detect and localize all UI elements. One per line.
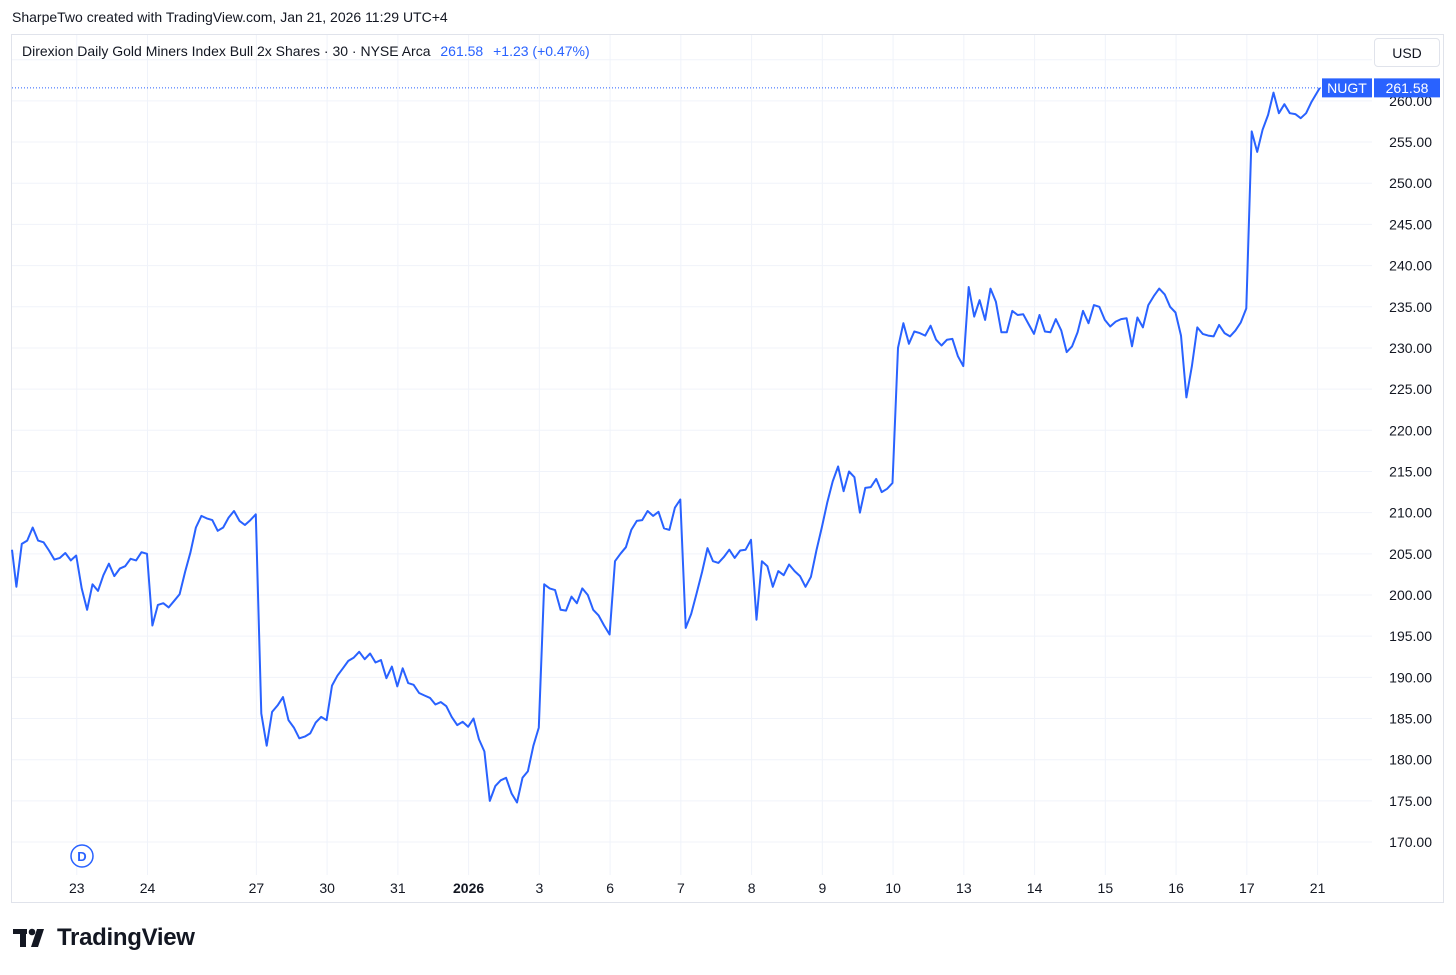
price-series-line — [11, 87, 1321, 804]
legend-symbol: Direxion Daily Gold Miners Index Bull 2x… — [22, 43, 431, 59]
x-tick-label: 23 — [69, 880, 85, 896]
y-tick-label: 235.00 — [1389, 299, 1432, 315]
x-tick-label: 21 — [1310, 880, 1326, 896]
currency-button[interactable]: USD — [1374, 38, 1440, 67]
x-tick-label: 16 — [1168, 880, 1184, 896]
x-tick-label: 17 — [1239, 880, 1255, 896]
tradingview-logo-text: TradingView — [57, 924, 195, 951]
y-tick-label: 225.00 — [1389, 381, 1432, 397]
x-tick-label: 9 — [818, 880, 826, 896]
badge-price: 261.58 — [1386, 80, 1429, 96]
chart-frame — [11, 34, 1444, 903]
badge-ticker: NUGT — [1327, 80, 1367, 96]
y-tick-label: 240.00 — [1389, 258, 1432, 274]
x-tick-label: 15 — [1098, 880, 1114, 896]
x-tick-label: 6 — [606, 880, 614, 896]
last-price-badge: NUGT 261.58 — [1322, 78, 1440, 98]
y-tick-label: 175.00 — [1389, 793, 1432, 809]
chart-legend[interactable]: Direxion Daily Gold Miners Index Bull 2x… — [22, 43, 590, 59]
y-tick-label: 230.00 — [1389, 340, 1432, 356]
chart-caption: SharpeTwo created with TradingView.com, … — [12, 9, 448, 25]
badge-ticker-bg — [1322, 78, 1372, 98]
tradingview-logo-icon — [13, 928, 44, 947]
x-tick-label: 24 — [140, 880, 156, 896]
day-marker-label: D — [77, 849, 86, 864]
badge-price-bg — [1374, 78, 1440, 98]
y-tick-label: 205.00 — [1389, 546, 1432, 562]
legend-last-price: 261.58 — [440, 43, 484, 59]
y-tick-label: 255.00 — [1389, 134, 1432, 150]
x-tick-label: 2026 — [453, 880, 484, 896]
x-tick-label: 7 — [677, 880, 685, 896]
tradingview-logo[interactable]: TradingView — [13, 924, 195, 952]
x-tick-label: 27 — [249, 880, 265, 896]
y-tick-label: 185.00 — [1389, 711, 1432, 727]
x-tick-label: 31 — [390, 880, 406, 896]
x-tick-label: 14 — [1027, 880, 1043, 896]
x-tick-label: 8 — [748, 880, 756, 896]
y-tick-label: 220.00 — [1389, 422, 1432, 438]
axis-labels: 170.00 175.00 180.00 185.00 190.00 195.00 200.… — [69, 52, 1432, 896]
x-tick-label: 3 — [535, 880, 543, 896]
legend-change: +1.23 (+0.47%) — [493, 43, 590, 59]
y-tick-label: 195.00 — [1389, 628, 1432, 644]
y-tick-label: 190.00 — [1389, 669, 1432, 685]
x-tick-label: 30 — [319, 880, 335, 896]
x-tick-label: 13 — [956, 880, 972, 896]
y-tick-label: 170.00 — [1389, 834, 1432, 850]
y-tick-label: 250.00 — [1389, 175, 1432, 191]
y-tick-label: 215.00 — [1389, 463, 1432, 479]
y-tick-label: 245.00 — [1389, 216, 1432, 232]
x-tick-label: 10 — [885, 880, 901, 896]
y-tick-label: 200.00 — [1389, 587, 1432, 603]
day-marker[interactable]: D — [70, 844, 94, 868]
y-tick-label: 210.00 — [1389, 505, 1432, 521]
y-tick-label: 180.00 — [1389, 752, 1432, 768]
grid-lines — [12, 35, 1372, 875]
